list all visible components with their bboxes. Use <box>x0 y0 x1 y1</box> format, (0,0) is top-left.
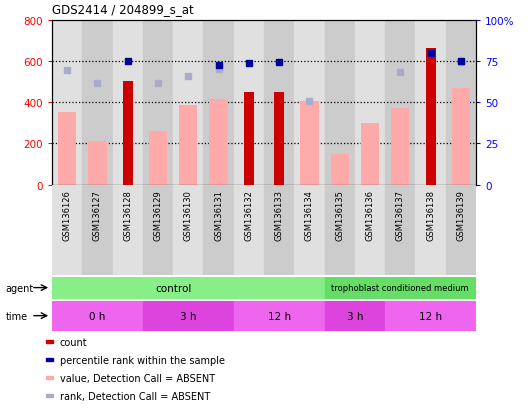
Bar <box>179 106 197 185</box>
Text: GSM136133: GSM136133 <box>275 190 284 240</box>
Text: rank, Detection Call = ABSENT: rank, Detection Call = ABSENT <box>60 391 210 401</box>
Bar <box>446 21 476 185</box>
Text: GSM136138: GSM136138 <box>426 190 435 240</box>
Bar <box>173 185 203 275</box>
Bar <box>244 93 254 185</box>
Bar <box>264 21 294 185</box>
Text: GSM136130: GSM136130 <box>184 190 193 240</box>
Text: GSM136139: GSM136139 <box>456 190 465 240</box>
Bar <box>52 301 143 331</box>
Bar <box>45 358 53 361</box>
Bar <box>385 21 416 185</box>
Text: GSM136126: GSM136126 <box>63 190 72 240</box>
Bar <box>391 109 409 185</box>
Bar <box>325 21 355 185</box>
Text: time: time <box>5 311 27 321</box>
Bar <box>203 185 234 275</box>
Text: GSM136128: GSM136128 <box>123 190 132 240</box>
Text: 0 h: 0 h <box>89 311 106 321</box>
Bar <box>82 185 112 275</box>
Bar <box>52 185 82 275</box>
Bar <box>112 185 143 275</box>
Bar <box>264 185 294 275</box>
Bar <box>173 21 203 185</box>
Bar <box>52 277 325 299</box>
Bar <box>452 88 470 185</box>
Text: value, Detection Call = ABSENT: value, Detection Call = ABSENT <box>60 373 215 383</box>
Bar <box>300 102 318 185</box>
Bar <box>385 185 416 275</box>
Bar <box>58 113 76 185</box>
Text: 3 h: 3 h <box>346 311 363 321</box>
Bar <box>325 301 385 331</box>
Bar <box>385 301 476 331</box>
Bar <box>355 185 385 275</box>
Text: GSM136135: GSM136135 <box>335 190 344 240</box>
Bar <box>45 340 53 344</box>
Text: GSM136132: GSM136132 <box>244 190 253 240</box>
Text: GSM136127: GSM136127 <box>93 190 102 240</box>
Text: GSM136129: GSM136129 <box>154 190 163 240</box>
Bar <box>149 132 167 185</box>
Text: trophoblast conditioned medium: trophoblast conditioned medium <box>332 283 469 292</box>
Bar <box>274 93 284 185</box>
Text: GSM136136: GSM136136 <box>365 190 374 240</box>
Bar <box>122 82 133 185</box>
Bar <box>88 142 107 185</box>
Bar <box>361 123 379 185</box>
Bar <box>234 21 264 185</box>
Text: GSM136131: GSM136131 <box>214 190 223 240</box>
Text: 12 h: 12 h <box>419 311 442 321</box>
Bar <box>203 21 234 185</box>
Bar <box>234 185 264 275</box>
Bar <box>82 21 112 185</box>
Bar <box>234 301 325 331</box>
Bar <box>416 21 446 185</box>
Bar <box>210 100 228 185</box>
Bar <box>294 185 325 275</box>
Text: 12 h: 12 h <box>268 311 291 321</box>
Bar <box>143 185 173 275</box>
Bar <box>416 185 446 275</box>
Bar <box>45 394 53 397</box>
Bar <box>52 21 82 185</box>
Bar <box>355 21 385 185</box>
Bar <box>325 185 355 275</box>
Bar <box>426 49 436 185</box>
Bar <box>325 277 476 299</box>
Bar <box>112 21 143 185</box>
Bar <box>45 376 53 380</box>
Text: 3 h: 3 h <box>180 311 196 321</box>
Text: GSM136137: GSM136137 <box>396 190 405 240</box>
Bar <box>294 21 325 185</box>
Bar <box>143 301 234 331</box>
Text: GSM136134: GSM136134 <box>305 190 314 240</box>
Bar <box>331 154 349 185</box>
Text: agent: agent <box>5 283 34 293</box>
Text: GDS2414 / 204899_s_at: GDS2414 / 204899_s_at <box>52 3 194 17</box>
Text: control: control <box>155 283 191 293</box>
Text: count: count <box>60 337 87 347</box>
Text: percentile rank within the sample: percentile rank within the sample <box>60 355 224 365</box>
Bar <box>446 185 476 275</box>
Bar <box>143 21 173 185</box>
